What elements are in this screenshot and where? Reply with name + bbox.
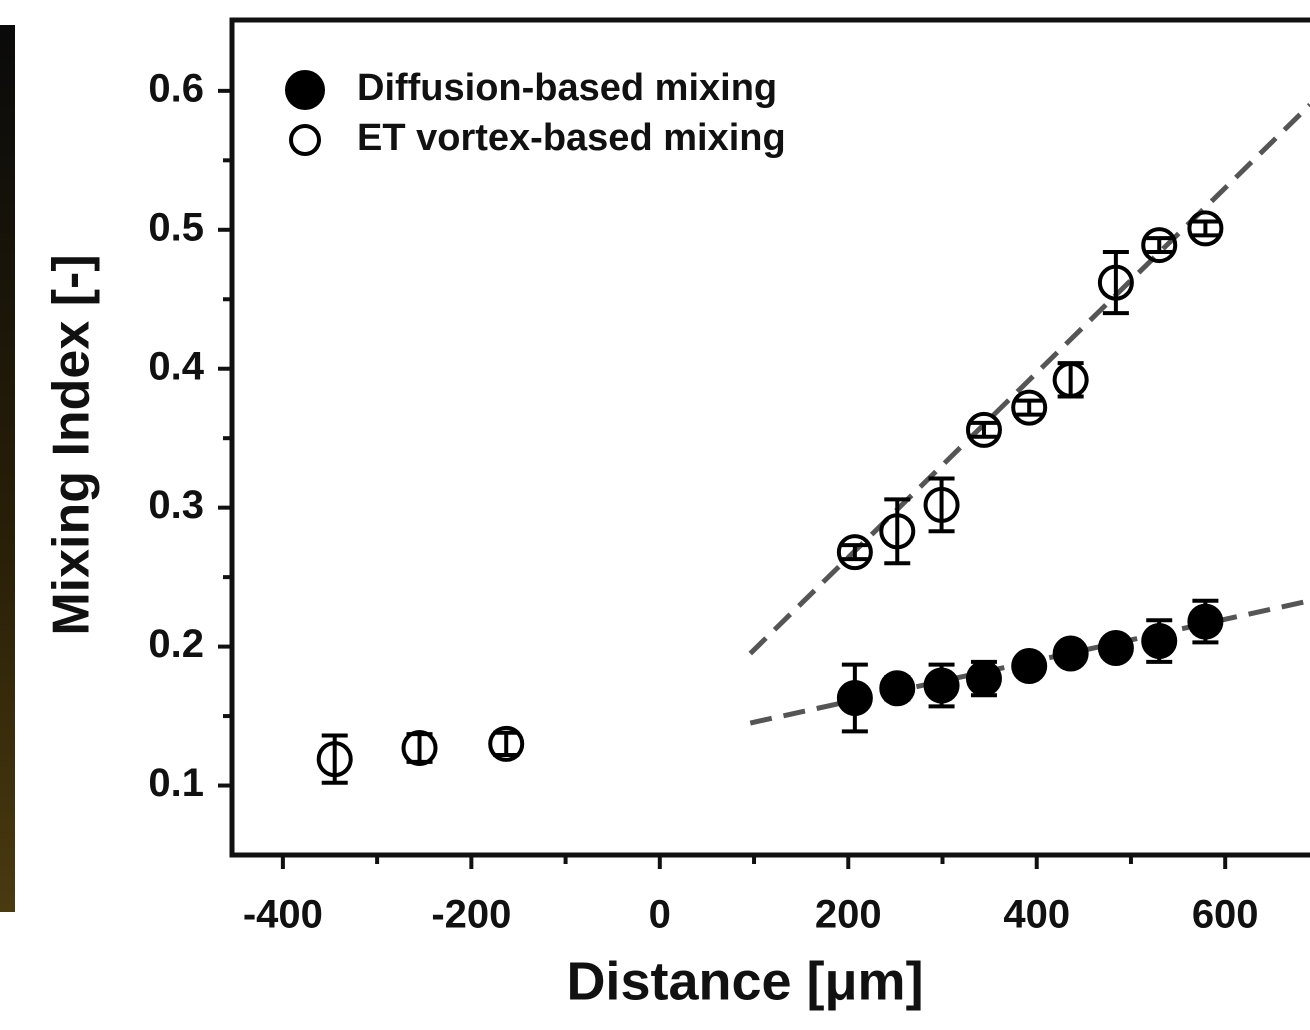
- x-tick-label: -400: [243, 893, 323, 937]
- data-point: [1052, 635, 1089, 672]
- legend-label: ET vortex-based mixing: [357, 117, 786, 159]
- error-bar: [841, 543, 868, 562]
- x-axis-title: Distance [μm]: [566, 951, 923, 1011]
- data-point: [879, 513, 916, 550]
- error-bar: [1016, 398, 1043, 417]
- data-point: [1097, 629, 1134, 666]
- side-image: [0, 25, 15, 912]
- error-bar: [970, 420, 997, 439]
- y-tick-label: 0.6: [148, 66, 204, 110]
- error-bar: [493, 730, 520, 757]
- legend-marker: [285, 70, 325, 110]
- data-point: [1187, 210, 1224, 247]
- data-point: [965, 660, 1002, 697]
- data-point: [488, 725, 525, 762]
- data-point: [316, 741, 353, 778]
- data-point: [1097, 264, 1134, 301]
- data-point: [879, 670, 916, 707]
- x-tick-label: 0: [649, 893, 671, 937]
- legend-marker: [289, 124, 321, 156]
- error-bar: [1192, 219, 1219, 238]
- y-axis-title: Mixing Index [-]: [43, 254, 101, 635]
- y-tick-label: 0.2: [148, 622, 204, 666]
- data-point: [836, 534, 873, 571]
- y-tick-label: 0.4: [148, 344, 204, 388]
- x-tick-label: -200: [431, 893, 511, 937]
- error-bar: [884, 497, 911, 566]
- data-point: [965, 411, 1002, 448]
- data-point: [1141, 623, 1178, 660]
- data-point: [836, 680, 873, 717]
- error-bar: [928, 476, 955, 534]
- error-bar: [1146, 236, 1173, 255]
- x-tick-label: 200: [815, 893, 882, 937]
- error-bar: [1102, 250, 1129, 316]
- data-point: [923, 667, 960, 704]
- legend-label: Diffusion-based mixing: [357, 67, 777, 109]
- data-point: [923, 486, 960, 523]
- data-point: [1011, 648, 1048, 685]
- y-tick-label: 0.1: [148, 761, 204, 805]
- y-tick-label: 0.5: [148, 205, 204, 249]
- error-bar: [406, 732, 433, 764]
- data-point: [1011, 389, 1048, 426]
- trend-line: [748, 102, 1310, 656]
- data-point: [1141, 227, 1178, 264]
- data-point: [1052, 361, 1089, 398]
- x-tick-label: 600: [1192, 893, 1259, 937]
- y-tick-label: 0.3: [148, 483, 204, 527]
- data-point: [1187, 603, 1224, 640]
- data-point: [401, 730, 438, 767]
- x-tick-label: 400: [1003, 893, 1070, 937]
